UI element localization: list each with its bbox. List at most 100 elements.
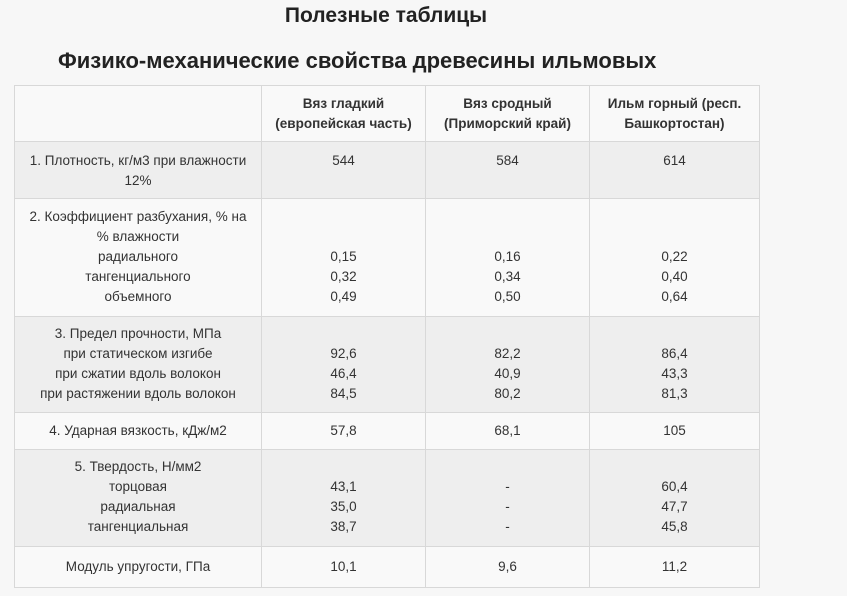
value-cell: 584 (425, 141, 590, 199)
value-cell: 68,1 (425, 412, 590, 450)
value-cell: 92,6 46,4 84,5 (261, 316, 426, 413)
cell-value: 9,6 (498, 559, 517, 574)
row-label-line: 12% (124, 173, 152, 188)
column-header-line: (европейская часть) (275, 116, 412, 131)
column-header-line: Ильм горный (респ. (607, 96, 742, 111)
value-cell: 9,6 (425, 546, 590, 588)
column-header-vyaz-srodnyy: Вяз сродный (Приморский край) (425, 85, 590, 142)
column-header-vyaz-gladkiy: Вяз гладкий (европейская часть) (261, 85, 426, 142)
row-label-cell: 1. Плотность, кг/м3 при влажности 12% (14, 141, 262, 199)
cell-value: 0,15 (330, 249, 357, 264)
table-title: Физико-механические свойства древесины и… (58, 48, 657, 73)
value-cell: 10,1 (261, 546, 426, 588)
cell-value (590, 227, 759, 247)
cell-value: 43,1 (330, 479, 357, 494)
cell-value (262, 227, 425, 247)
row-label-line: тангенциального (85, 269, 191, 284)
cell-value: 68,1 (494, 423, 521, 438)
table-row: Модуль упругости, ГПа 10,1 9,6 11,2 (14, 546, 760, 588)
value-cell: 57,8 (261, 412, 426, 450)
value-cell: 0,15 0,32 0,49 (261, 198, 426, 317)
row-label-cell: 3. Предел прочности, МПа при статическом … (14, 316, 262, 413)
cell-value (426, 457, 589, 477)
row-label-cell: 4. Ударная вязкость, кДж/м2 (14, 412, 262, 450)
table-row: 3. Предел прочности, МПа при статическом … (14, 316, 760, 413)
cell-value: 10,1 (330, 559, 357, 574)
row-label-line: при сжатии вдоль волокон (55, 366, 221, 381)
cell-value (262, 457, 425, 477)
cell-value: 544 (332, 153, 355, 168)
cell-value (426, 227, 589, 247)
cell-value: 614 (663, 153, 686, 168)
value-cell: 105 (589, 412, 760, 450)
cell-value: 40,9 (494, 366, 521, 381)
row-label-line: радиального (98, 249, 178, 264)
row-label-line: 2. Коэффициент разбухания, % на (29, 209, 247, 224)
cell-value: - (505, 519, 510, 534)
value-cell: 82,2 40,9 80,2 (425, 316, 590, 413)
value-cell: 11,2 (589, 546, 760, 588)
cell-value (590, 207, 759, 227)
properties-table: Вяз гладкий (европейская часть) Вяз срод… (14, 85, 760, 588)
cell-value: 80,2 (494, 386, 521, 401)
page-title: Полезные таблицы (284, 4, 488, 27)
cell-value: - (505, 479, 510, 494)
row-label-line: тангенциальная (87, 519, 189, 534)
header-empty-cell (14, 85, 262, 142)
cell-value (262, 324, 425, 344)
cell-value: 0,50 (494, 289, 521, 304)
column-header-line: Башкортостан) (624, 116, 725, 131)
row-label-line: Модуль упругости, ГПа (65, 559, 211, 574)
cell-value: 57,8 (330, 423, 357, 438)
row-label-line: объемного (104, 289, 172, 304)
row-label-line: при статическом изгибе (63, 346, 213, 361)
cell-value: 45,8 (661, 519, 688, 534)
cell-value: 43,3 (661, 366, 688, 381)
cell-value (426, 207, 589, 227)
value-cell: 43,1 35,0 38,7 (261, 449, 426, 547)
cell-value: 46,4 (330, 366, 357, 381)
cell-value: 38,7 (330, 519, 357, 534)
cell-value: 0,22 (661, 249, 688, 264)
row-label-line: радиальная (100, 499, 176, 514)
cell-value: 92,6 (330, 346, 357, 361)
row-label-line: % влажности (96, 229, 180, 244)
row-label-line: 5. Твердость, Н/мм2 (74, 459, 202, 474)
cell-value: 11,2 (661, 559, 688, 574)
cell-value: - (505, 499, 510, 514)
cell-value: 0,49 (330, 289, 357, 304)
row-label-line: 3. Предел прочности, МПа (54, 326, 222, 341)
column-header-line: Вяз сродный (463, 96, 552, 111)
row-label-line: 4. Ударная вязкость, кДж/м2 (49, 423, 227, 438)
cell-value: 105 (663, 423, 686, 438)
cell-value: 0,34 (494, 269, 521, 284)
value-cell: 86,4 43,3 81,3 (589, 316, 760, 413)
cell-value (426, 324, 589, 344)
cell-value: 82,2 (494, 346, 521, 361)
table-row: 2. Коэффициент разбухания, % на % влажнос… (14, 198, 760, 317)
row-label-cell: 5. Твердость, Н/мм2 торцовая радиальная тан… (14, 449, 262, 547)
value-cell: 0,22 0,40 0,64 (589, 198, 760, 317)
cell-value: 60,4 (661, 479, 688, 494)
cell-value: 0,64 (661, 289, 688, 304)
table-row: 5. Твердость, Н/мм2 торцовая радиальная тан… (14, 449, 760, 547)
row-label-cell: Модуль упругости, ГПа (14, 546, 262, 588)
value-cell: 0,16 0,34 0,50 (425, 198, 590, 317)
table-row: 4. Ударная вязкость, кДж/м2 57,8 68,1 105 (14, 412, 760, 450)
cell-value (590, 457, 759, 477)
cell-value: 47,7 (661, 499, 688, 514)
cell-value: 84,5 (330, 386, 357, 401)
value-cell: 544 (261, 141, 426, 199)
header-row: Вяз гладкий (европейская часть) Вяз срод… (14, 85, 760, 142)
column-header-line: Вяз гладкий (302, 96, 385, 111)
cell-value (262, 207, 425, 227)
cell-value: 86,4 (661, 346, 688, 361)
row-label-line: торцовая (109, 479, 167, 494)
column-header-ilm-gornyy: Ильм горный (респ. Башкортостан) (589, 85, 760, 142)
table-row: 1. Плотность, кг/м3 при влажности 12% 544 5… (14, 141, 760, 199)
column-header-line: (Приморский край) (444, 116, 571, 131)
value-cell: - - - (425, 449, 590, 547)
value-cell: 60,4 47,7 45,8 (589, 449, 760, 547)
cell-value: 0,16 (494, 249, 521, 264)
cell-value: 0,40 (661, 269, 688, 284)
